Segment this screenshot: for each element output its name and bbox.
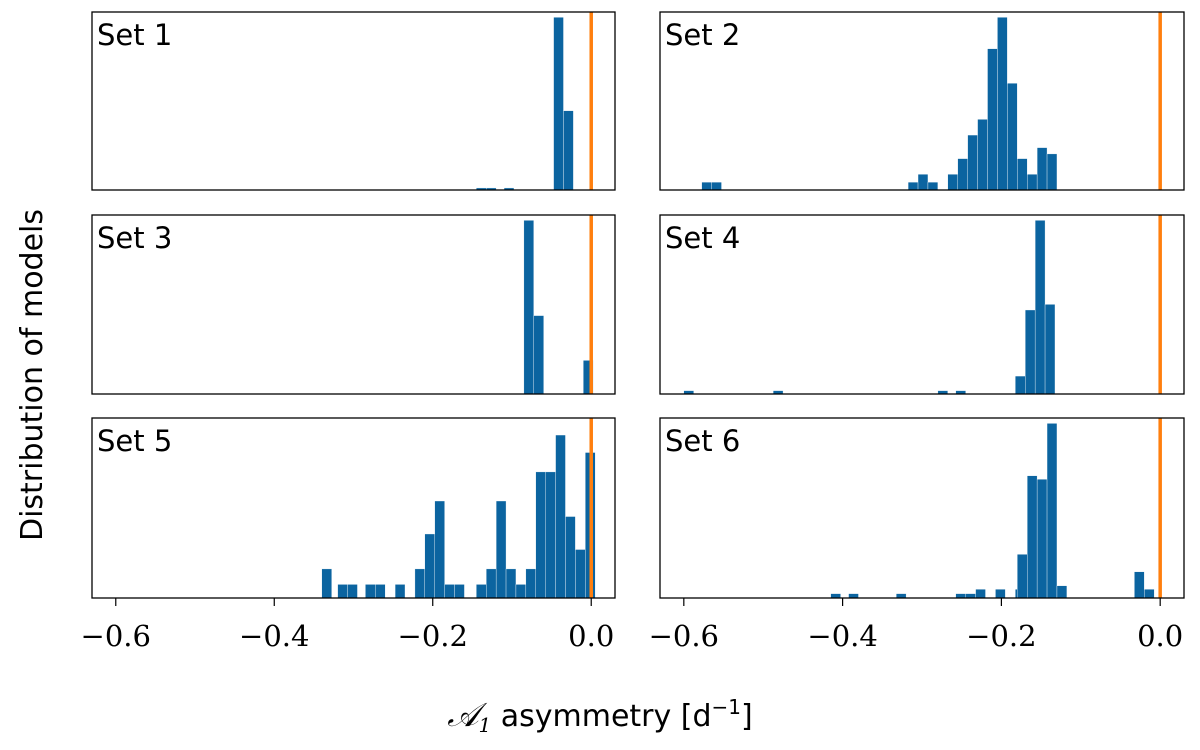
bar-set-5-4: [365, 584, 376, 599]
panel-label-set-4: Set 4: [665, 221, 740, 255]
bar-set-5-13: [486, 568, 497, 599]
x-tick-label-left-2: −0.4: [239, 619, 309, 653]
x-axis-title: 𝒜1 asymmetry [d−1]: [447, 695, 753, 737]
panel-label-set-6: Set 6: [665, 424, 740, 458]
bar-set-6-7: [995, 589, 1006, 599]
panel-label-set-1: Set 1: [97, 18, 172, 52]
bar-set-2-16: [1046, 153, 1058, 191]
bar-set-5-19: [545, 471, 556, 599]
bar-set-2-2: [711, 181, 722, 191]
bar-set-4-6: [1025, 309, 1036, 395]
bar-set-5-18: [535, 471, 546, 599]
bar-set-2-3: [907, 181, 919, 191]
x-axis-right: −0.6 −0.4 −0.2 0.0: [649, 598, 1183, 653]
bar-set-6-4: [955, 593, 966, 599]
x-tick-label-left-3: −0.2: [398, 619, 468, 653]
x-axis-left: −0.6 −0.4 −0.2 0.0: [81, 598, 614, 653]
bar-set-6-5: [965, 593, 976, 599]
bar-set-4-5: [1015, 375, 1026, 395]
bar-set-2-15: [1036, 147, 1048, 191]
bar-set-5-17: [525, 568, 536, 599]
panel-frame-set-2: [659, 11, 1185, 191]
bar-set-2-4: [917, 174, 929, 191]
panel-frame-set-4: [659, 214, 1185, 395]
bar-set-5-12: [476, 584, 487, 599]
bar-set-3-2: [533, 315, 544, 395]
panel-frame-set-3: [91, 214, 616, 395]
bar-set-5-7: [414, 568, 425, 599]
bar-set-2-14: [1027, 174, 1038, 191]
bar-set-3-1: [523, 220, 534, 395]
panel-set-4: Set 4: [659, 214, 1185, 395]
bar-set-6-13: [1056, 585, 1068, 599]
bar-set-5-6: [394, 584, 406, 599]
bar-set-5-15: [505, 568, 517, 599]
bar-set-5-20: [555, 434, 566, 599]
bar-set-2-7: [957, 158, 968, 191]
bar-set-6-11: [1036, 479, 1048, 599]
bar-set-2-6: [947, 174, 958, 191]
bar-set-2-8: [967, 134, 978, 191]
x-axis-title-text: asymmetry [d: [491, 699, 711, 734]
bar-set-5-10: [444, 584, 455, 599]
panel-label-set-2: Set 2: [665, 18, 740, 52]
bar-set-5-3: [347, 584, 358, 599]
x-axis-title-subscript: 1: [478, 713, 491, 737]
panel-set-3: Set 3: [91, 214, 616, 395]
bar-set-2-10: [987, 48, 998, 191]
bar-set-2-9: [977, 119, 988, 191]
bar-set-2-5: [927, 181, 939, 191]
bar-set-1-5: [563, 110, 574, 191]
bar-set-5-21: [565, 516, 576, 599]
bar-set-5-14: [495, 500, 507, 599]
bar-set-4-7: [1034, 220, 1046, 395]
bar-set-5-1: [321, 568, 332, 599]
x-tick-label-left-1: −0.6: [81, 619, 151, 653]
panel-frame-set-5: [91, 417, 616, 599]
panel-set-6: Set 6: [659, 417, 1185, 599]
panel-set-2: Set 2: [659, 11, 1185, 191]
bar-set-6-9: [1017, 554, 1028, 599]
bar-set-5-22: [575, 549, 586, 599]
panel-frame-set-6: [659, 417, 1185, 599]
bar-set-6-3: [896, 593, 907, 599]
bar-set-5-11: [454, 584, 465, 599]
panel-frame-set-1: [91, 11, 616, 191]
bar-set-5-5: [375, 584, 386, 599]
x-tick-label-right-4: 0.0: [1137, 619, 1183, 653]
bar-set-6-15: [1144, 589, 1155, 599]
panel-set-1: Set 1: [91, 11, 616, 191]
bar-set-6-1: [830, 593, 841, 599]
x-tick-label-right-2: −0.4: [807, 619, 877, 653]
panel-label-set-5: Set 5: [97, 424, 172, 458]
bar-set-5-16: [515, 584, 527, 599]
panels-layer: Set 1 Set 2 Set 3 Set 4 Set 5 Set 6: [91, 11, 1185, 599]
x-tick-label-right-3: −0.2: [966, 619, 1036, 653]
panel-label-set-3: Set 3: [97, 221, 172, 255]
bar-set-6-14: [1134, 571, 1145, 599]
bar-set-2-1: [701, 181, 712, 191]
x-axis-title-superscript: −1: [712, 695, 741, 719]
bar-set-4-8: [1044, 304, 1056, 395]
x-axis-title-suffix: ]: [741, 699, 753, 734]
bar-set-5-8: [424, 533, 435, 599]
bar-set-2-13: [1017, 158, 1028, 191]
bar-set-6-2: [848, 593, 859, 599]
y-axis-title: Distribution of models: [15, 209, 50, 541]
x-tick-label-left-4: 0.0: [568, 619, 614, 653]
panel-set-5: Set 5: [91, 417, 616, 599]
bar-set-2-11: [997, 17, 1008, 191]
bar-set-6-10: [1027, 475, 1038, 599]
bar-set-6-12: [1046, 423, 1058, 599]
bar-set-1-4: [553, 17, 564, 191]
bar-set-5-2: [337, 584, 348, 599]
x-tick-label-right-1: −0.6: [649, 619, 719, 653]
bar-set-6-6: [975, 589, 986, 599]
bar-set-2-12: [1007, 83, 1018, 191]
bar-set-5-9: [434, 500, 445, 599]
